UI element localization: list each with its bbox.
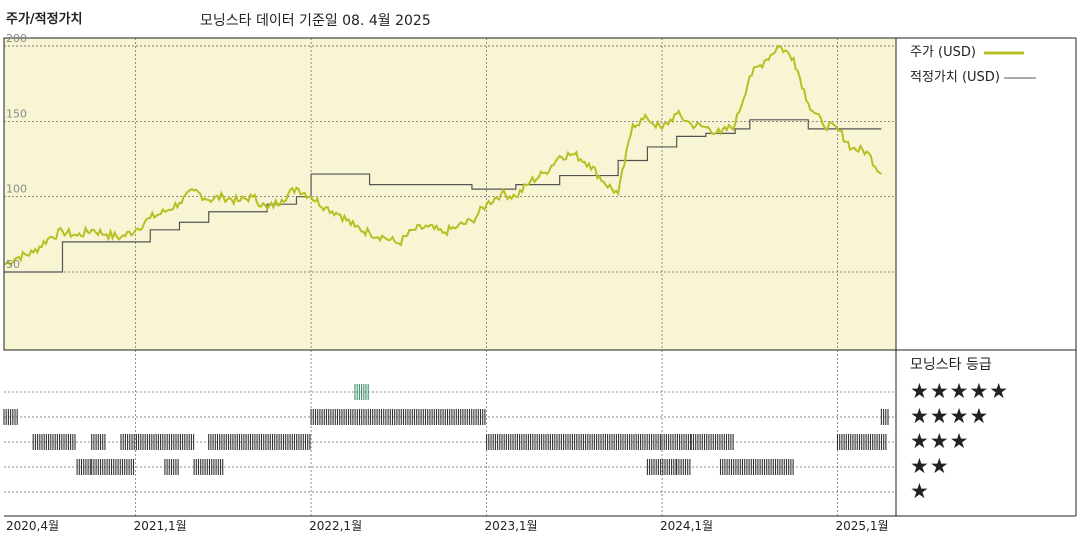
rating-block-3-star (208, 434, 311, 450)
rating-block-3-star (836, 434, 887, 450)
rating-block-3-star (486, 434, 661, 450)
legend-price: 주가 (USD) (910, 41, 1025, 60)
x-tick-label: 2025,1월 (836, 519, 889, 533)
rating-block-2-star (193, 459, 224, 475)
x-tick-label: 2023,1월 (485, 519, 538, 533)
legend-fair-value-label: 적정가치 (USD) (910, 70, 1000, 85)
rating-block-2-star (76, 459, 91, 475)
rating-block-4-star (880, 409, 889, 425)
rating-4-stars: ★★★★ (910, 404, 990, 428)
rating-block-4-star (3, 409, 18, 425)
rating-block-4-star (310, 409, 486, 425)
legend-price-label: 주가 (USD) (910, 45, 976, 60)
rating-3-stars: ★★★ (910, 429, 970, 453)
rating-1-star: ★ (910, 479, 930, 503)
y-tick-label: 200 (6, 32, 27, 45)
rating-bars (3, 384, 889, 475)
rating-block-2-star (646, 459, 677, 475)
rating-block-3-star (661, 434, 692, 450)
rating-block-2-star (91, 459, 135, 475)
rating-block-3-star (32, 434, 76, 450)
rating-title: 모닝스타 등급 (910, 357, 992, 373)
legend-fair-value-swatch (1004, 77, 1037, 78)
chart-title: 주가/적정가치 (6, 12, 83, 27)
price-series (3, 44, 883, 267)
chart-frame (3, 37, 1077, 517)
rating-block-2-star (676, 459, 691, 475)
price-plot-background (4, 38, 896, 350)
rating-block-5-star (354, 384, 369, 400)
y-axis-labels: 50 100 150 200 (6, 32, 27, 271)
y-tick-label: 150 (6, 107, 27, 120)
price-line (3, 44, 883, 267)
rating-5-stars: ★★★★★ (910, 379, 1010, 403)
rating-block-2-star (164, 459, 179, 475)
x-axis-labels: 2020,4월 2021,1월 2022,1월 2023,1월 2024,1월 2025,… (6, 519, 889, 533)
data-date-subtitle: 모닝스타 데이터 기준일 08. 4월 2025 (200, 13, 431, 29)
legend-fair-value: 적정가치 (USD) (910, 66, 1037, 85)
x-tick-label: 2024,1월 (660, 519, 713, 533)
x-tick-label: 2022,1월 (309, 519, 362, 533)
rating-block-3-star (120, 434, 195, 450)
rating-block-3-star (91, 434, 106, 450)
legend-price-swatch (984, 51, 1025, 54)
y-tick-label: 100 (6, 183, 27, 196)
x-tick-label: 2021,1월 (134, 519, 187, 533)
y-tick-label: 50 (6, 258, 20, 271)
rating-block-3-star (690, 434, 734, 450)
rating-2-stars: ★★ (910, 454, 950, 478)
x-tick-label: 2020,4월 (6, 519, 59, 533)
rating-block-2-star (719, 459, 794, 475)
